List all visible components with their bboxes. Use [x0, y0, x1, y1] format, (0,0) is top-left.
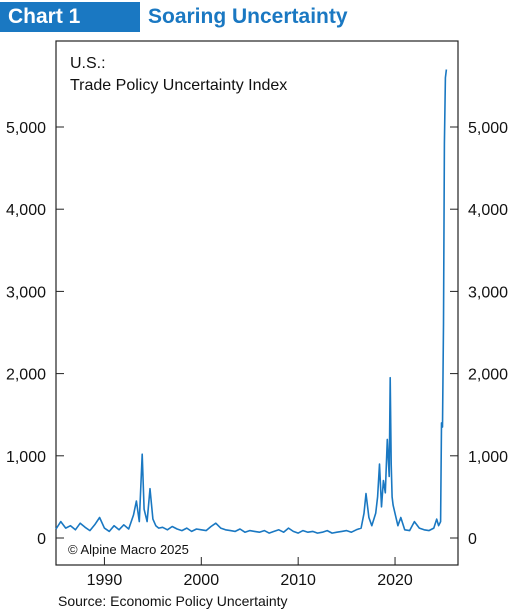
y-tick-label-left: 2,000: [6, 367, 46, 384]
y-tick-label-right: 3,000: [468, 284, 508, 301]
x-tick-label: 2010: [280, 572, 316, 589]
chart-header: Chart 1 Soaring Uncertainty: [0, 0, 514, 34]
y-tick-label-right: 1,000: [468, 449, 508, 466]
x-axis: 1990 2000 2010 2020: [87, 557, 413, 589]
y-tick-label-right: 4,000: [468, 202, 508, 219]
y-tick-label-right: 5,000: [468, 120, 508, 137]
chart-subtitle-line2: Trade Policy Uncertainty Index: [70, 77, 287, 94]
y-tick-label-left: 1,000: [6, 449, 46, 466]
x-tick-label: 2000: [184, 572, 220, 589]
chart-number-badge: Chart 1: [0, 2, 140, 32]
x-tick-label: 1990: [87, 572, 123, 589]
source-note: Source: Economic Policy Uncertainty: [58, 593, 288, 609]
copyright-annotation: © Alpine Macro 2025: [68, 542, 189, 557]
x-tick-label: 2020: [377, 572, 413, 589]
series-line: [55, 69, 448, 534]
y-tick-label-right: 0: [468, 531, 477, 548]
y-tick-label-left: 3,000: [6, 284, 46, 301]
chart-title: Soaring Uncertainty: [148, 5, 348, 28]
y-tick-label-left: 5,000: [6, 120, 46, 137]
y-axis-left: 0 1,000 2,000 3,000 4,000 5,000: [6, 120, 64, 548]
y-tick-label-right: 2,000: [468, 367, 508, 384]
y-tick-label-left: 4,000: [6, 202, 46, 219]
chart-subtitle-line1: U.S.:: [70, 55, 106, 72]
y-tick-label-left: 0: [37, 531, 46, 548]
y-axis-right: 0 1,000 2,000 3,000 4,000 5,000: [450, 120, 508, 548]
plot-frame: [55, 40, 459, 566]
